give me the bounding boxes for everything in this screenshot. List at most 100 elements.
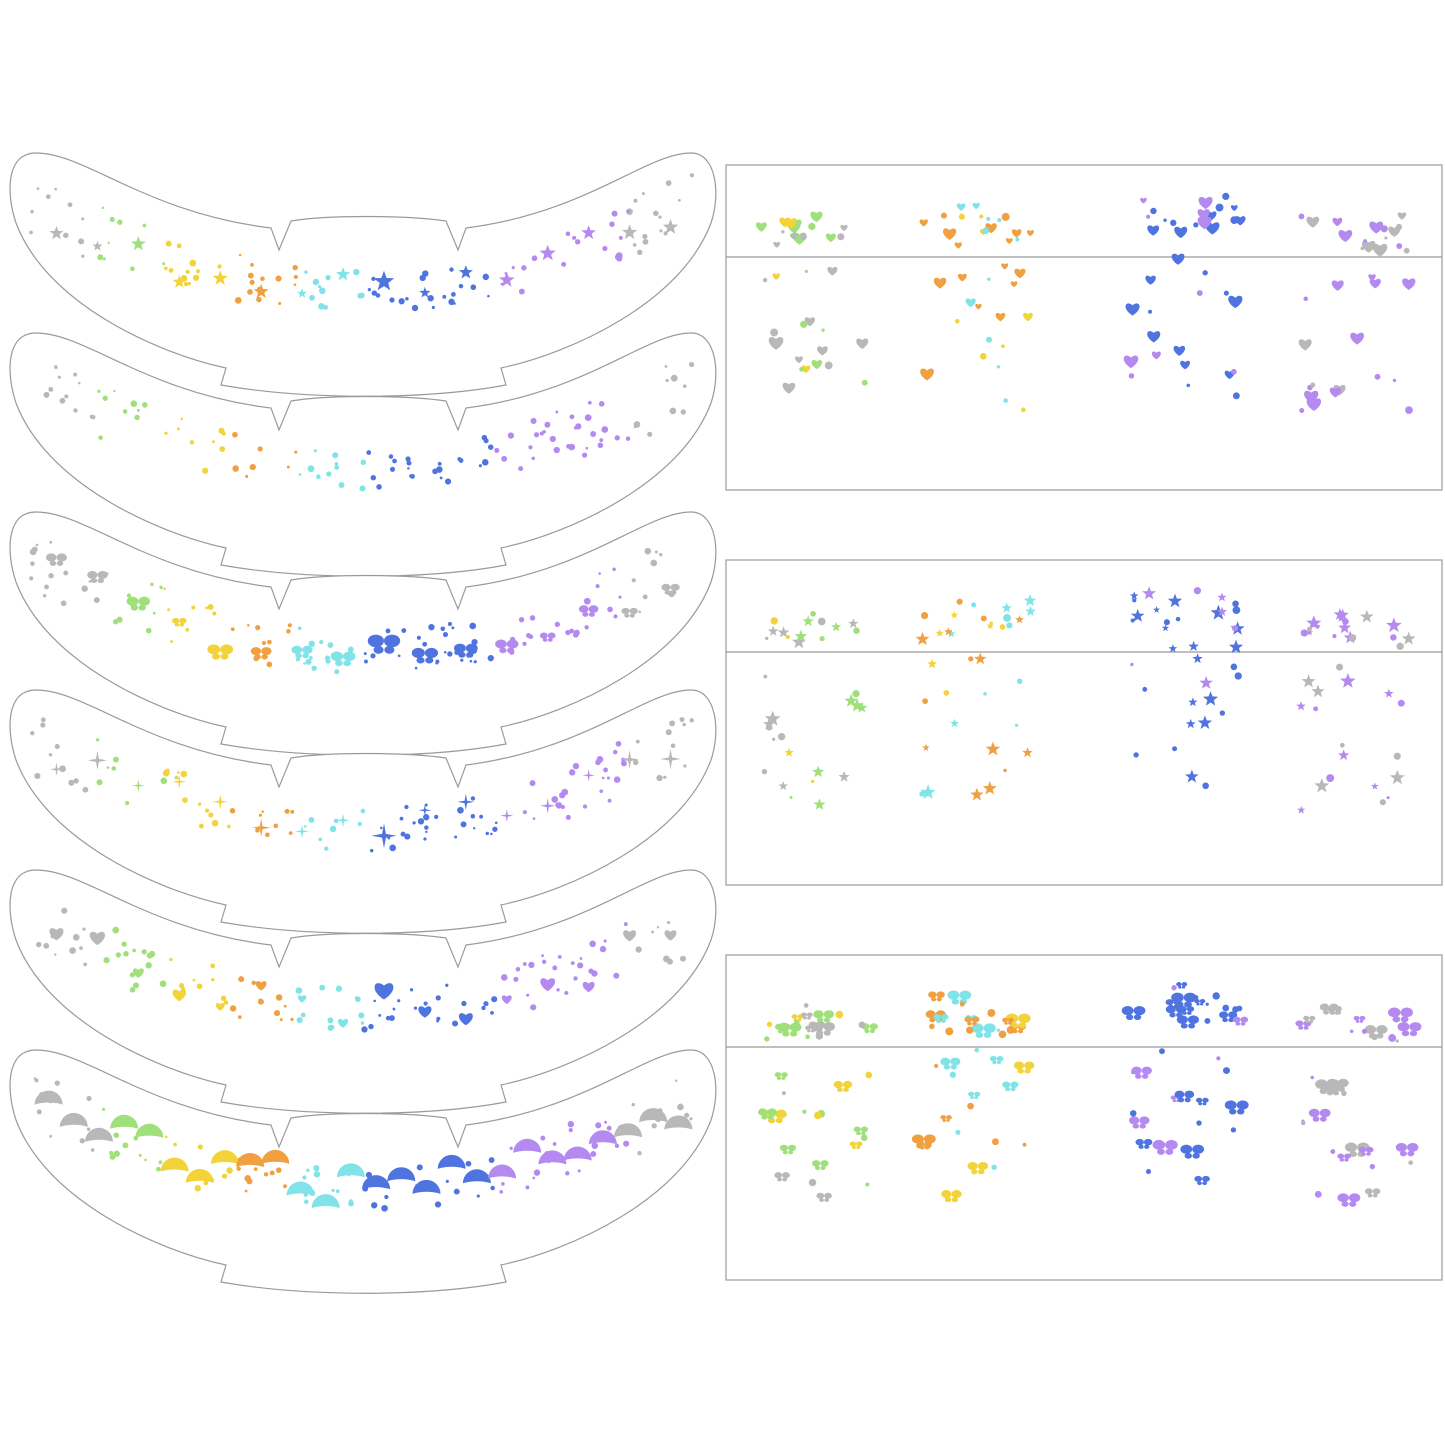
glitter-dot bbox=[991, 1164, 997, 1170]
glitter-dot bbox=[598, 401, 605, 407]
glitter-dot bbox=[461, 1000, 467, 1007]
glitter-dot bbox=[656, 926, 660, 929]
glitter-dot bbox=[929, 1023, 935, 1030]
glitter-dot bbox=[561, 261, 567, 267]
glitter-dot bbox=[275, 275, 282, 282]
glitter-dot bbox=[440, 626, 446, 632]
glitter-dot bbox=[1314, 1190, 1322, 1198]
butterfly-icon bbox=[1319, 1003, 1339, 1015]
butterfly-icon bbox=[578, 605, 599, 617]
glitter-dot bbox=[1339, 742, 1345, 748]
glitter-dot bbox=[967, 1102, 974, 1110]
glitter-dot bbox=[413, 1006, 418, 1010]
butterfly-icon bbox=[1337, 1153, 1351, 1162]
glitter-dot bbox=[385, 628, 391, 634]
glitter-dot bbox=[295, 987, 303, 994]
glitter-dot bbox=[308, 640, 315, 648]
butterfly-icon bbox=[1179, 1006, 1195, 1015]
mask-outline bbox=[9, 152, 717, 397]
glitter-dot bbox=[424, 825, 429, 830]
glitter-dot bbox=[360, 459, 367, 466]
glitter-dot bbox=[389, 844, 397, 852]
glitter-dot bbox=[564, 990, 569, 996]
glitter-dot bbox=[1374, 373, 1381, 380]
glitter-dot bbox=[1001, 212, 1010, 221]
glitter-dot bbox=[204, 808, 210, 813]
glitter-dot bbox=[1388, 1034, 1397, 1042]
glitter-dot bbox=[1369, 1163, 1376, 1170]
glitter-dot bbox=[989, 621, 993, 625]
butterfly-icon bbox=[1195, 1097, 1209, 1106]
glitter-dot bbox=[435, 661, 439, 665]
glitter-dot bbox=[238, 253, 242, 257]
mask-sticker-hearts bbox=[9, 869, 717, 1114]
star-icon bbox=[986, 621, 995, 630]
glitter-dot bbox=[192, 978, 196, 982]
glitter-dot bbox=[1360, 246, 1365, 251]
star-icon bbox=[419, 286, 431, 298]
glitter-dot bbox=[1171, 985, 1177, 991]
glitter-dot bbox=[511, 265, 515, 270]
glitter-dot bbox=[670, 743, 676, 748]
glitter-dot bbox=[1300, 629, 1308, 637]
glitter-dot bbox=[217, 264, 222, 269]
glitter-dot bbox=[29, 230, 33, 235]
sparkle-icon bbox=[582, 769, 595, 782]
glitter-dot bbox=[860, 1134, 868, 1142]
glitter-dot bbox=[257, 998, 264, 1005]
glitter-dot bbox=[487, 655, 494, 662]
star-icon bbox=[848, 618, 859, 628]
mask-outline bbox=[9, 332, 717, 577]
glitter-dot bbox=[163, 587, 166, 591]
sparkle-icon bbox=[87, 750, 107, 770]
heart-icon bbox=[540, 978, 556, 992]
glitter-dot bbox=[669, 720, 676, 727]
butterfly-icon bbox=[126, 596, 151, 611]
glitter-dot bbox=[319, 984, 326, 991]
glitter-dot bbox=[79, 1138, 85, 1144]
glitter-dot bbox=[176, 427, 180, 431]
glitter-dot bbox=[781, 230, 785, 234]
heart-icon bbox=[827, 266, 838, 276]
scale-icon bbox=[387, 1167, 416, 1182]
glitter-dot bbox=[30, 731, 35, 736]
glitter-dot bbox=[765, 636, 769, 641]
glitter-dot bbox=[423, 837, 427, 841]
glitter-dot bbox=[313, 1170, 321, 1178]
glitter-dot bbox=[73, 408, 78, 413]
glitter-dot bbox=[1133, 752, 1139, 758]
butterfly-icon bbox=[539, 632, 556, 642]
star-icon bbox=[1306, 615, 1322, 630]
glitter-dot bbox=[98, 435, 103, 440]
scale-icon bbox=[362, 1175, 391, 1190]
glitter-dot bbox=[458, 283, 464, 289]
glitter-dot bbox=[54, 1080, 60, 1086]
heart-icon bbox=[337, 1018, 349, 1028]
glitter-dot bbox=[581, 452, 588, 458]
butterfly-icon bbox=[917, 1141, 932, 1150]
glitter-dot bbox=[663, 775, 667, 779]
glitter-dot bbox=[425, 830, 428, 834]
sheet-border bbox=[725, 559, 1443, 886]
glitter-dot bbox=[762, 277, 768, 283]
sparkle-icon bbox=[540, 798, 556, 814]
glitter-dot bbox=[637, 249, 643, 256]
glitter-dot bbox=[1022, 1142, 1027, 1147]
glitter-dot bbox=[107, 241, 110, 245]
glitter-dot bbox=[399, 816, 404, 821]
glitter-dot bbox=[1205, 1002, 1209, 1006]
glitter-dot bbox=[623, 922, 628, 927]
glitter-dot bbox=[432, 468, 438, 475]
glitter-dot bbox=[553, 446, 560, 454]
glitter-dot bbox=[501, 1182, 505, 1186]
glitter-dot bbox=[1015, 723, 1019, 727]
glitter-dot bbox=[306, 1168, 310, 1173]
sparkle-icon bbox=[418, 804, 432, 817]
glitter-dot bbox=[159, 980, 167, 988]
glitter-dot bbox=[428, 624, 435, 631]
glitter-dot bbox=[631, 578, 636, 583]
glitter-dot bbox=[554, 621, 561, 628]
glitter-dot bbox=[599, 438, 604, 442]
glitter-dot bbox=[115, 952, 121, 958]
glitter-dot bbox=[815, 1032, 824, 1040]
